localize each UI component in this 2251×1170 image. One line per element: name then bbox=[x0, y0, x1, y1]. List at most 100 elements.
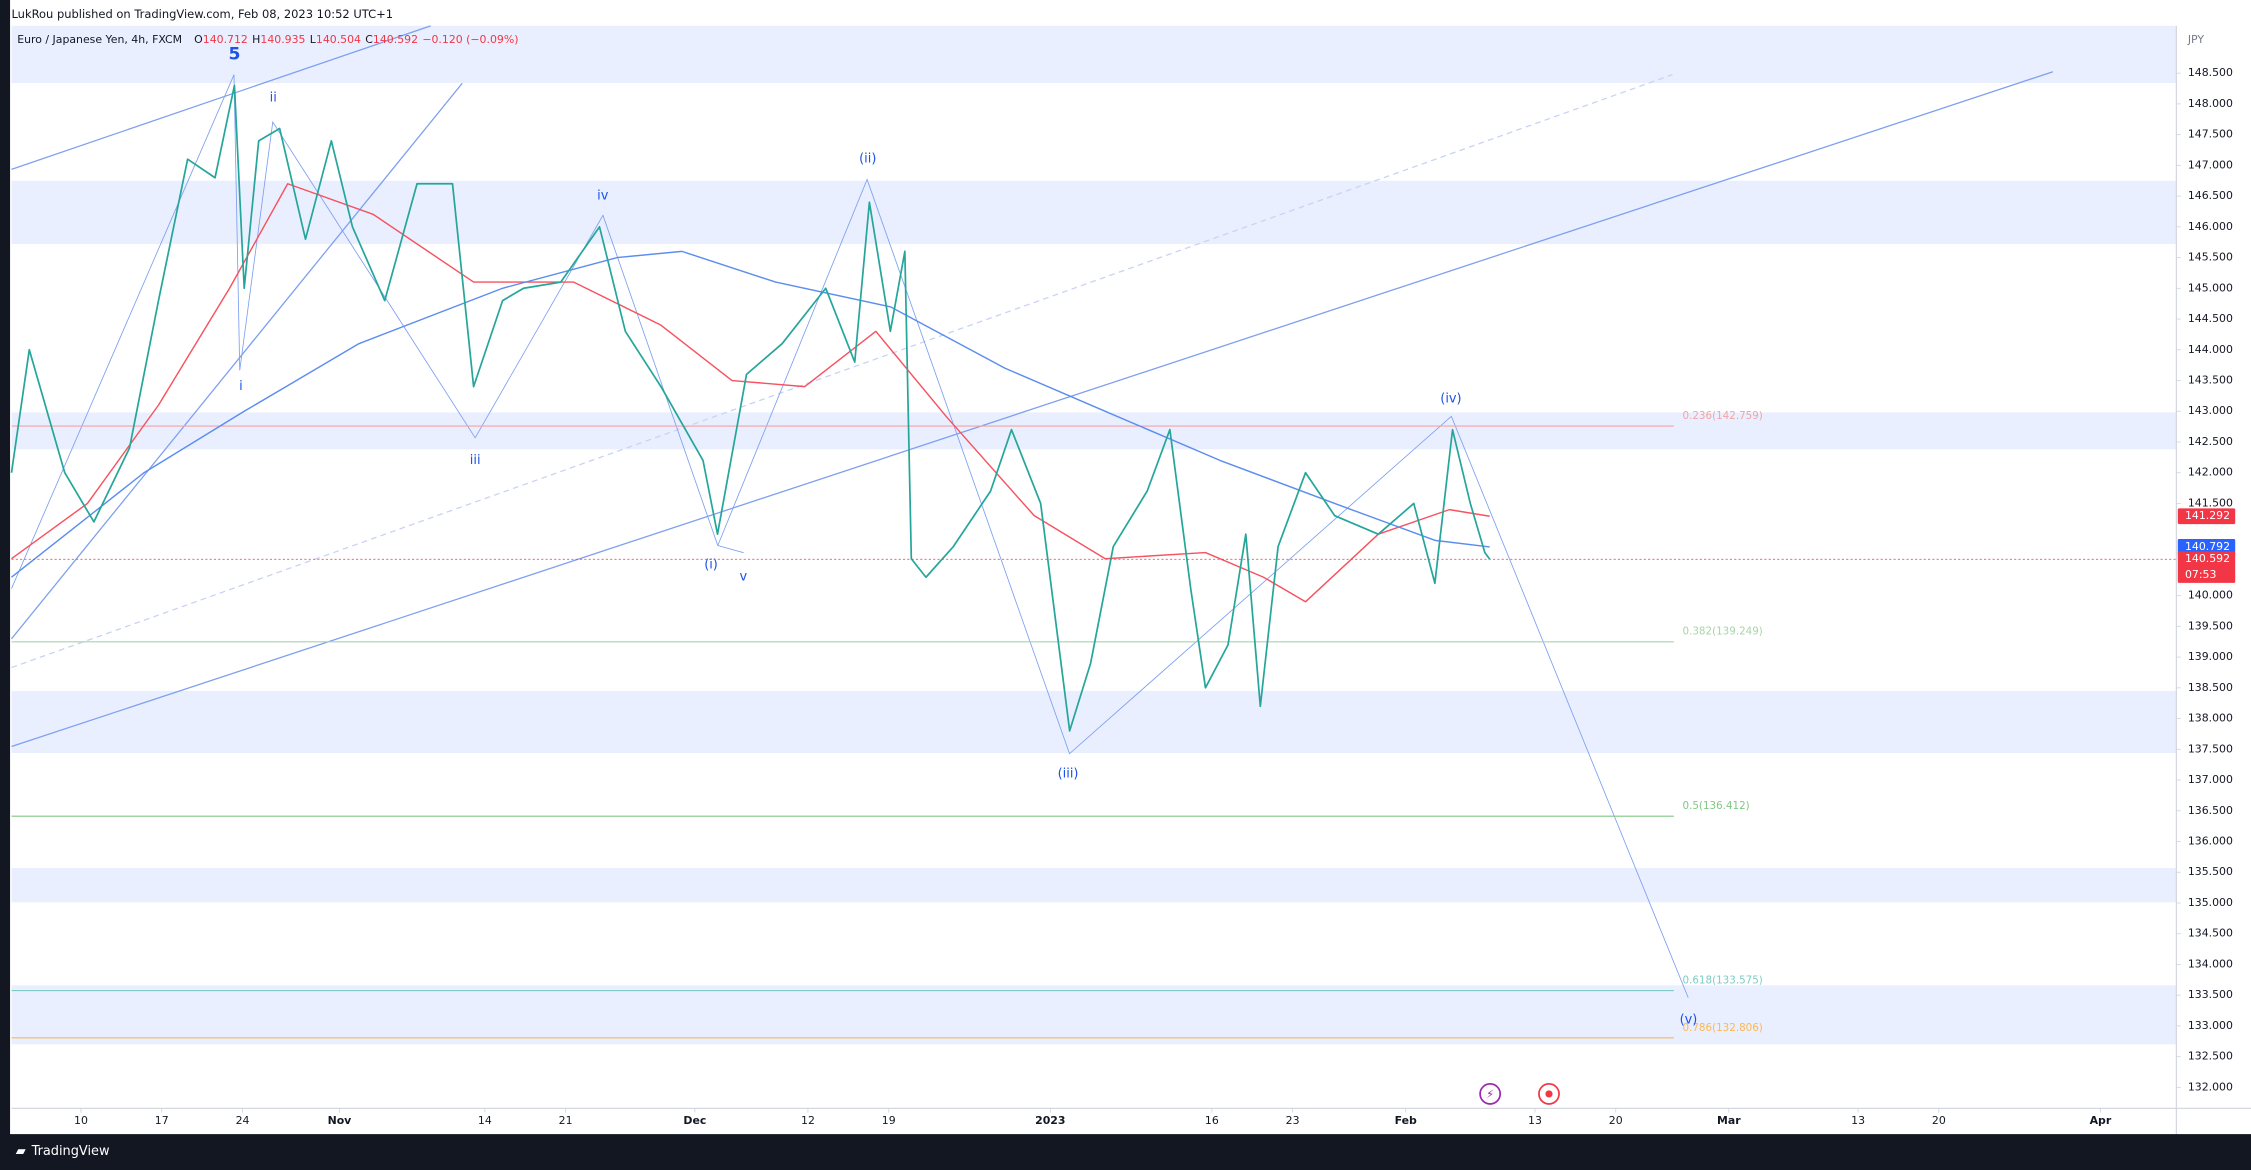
trend-line bbox=[11, 71, 2054, 748]
x-tick-label: 2023 bbox=[1035, 1114, 1065, 1127]
y-tick-label: 133.500 bbox=[2188, 988, 2233, 1001]
y-tick-label: 134.000 bbox=[2188, 957, 2233, 970]
event-icon-dot bbox=[1545, 1090, 1553, 1098]
wave-path bbox=[717, 178, 1689, 998]
y-tick-label: 146.000 bbox=[2188, 220, 2233, 233]
ohlc-value: 140.504 bbox=[316, 33, 361, 46]
wave-label: (v) bbox=[1680, 1012, 1698, 1027]
zone bbox=[11, 690, 2177, 753]
footer bbox=[0, 1134, 2251, 1170]
y-tick-label: 142.000 bbox=[2188, 466, 2233, 479]
price-line bbox=[10, 84, 1491, 732]
y-tick-label: 139.000 bbox=[2188, 650, 2233, 663]
y-tick-label: 141.500 bbox=[2188, 496, 2233, 509]
ohlc-value: 140.592 bbox=[373, 33, 418, 46]
event-icon[interactable] bbox=[1479, 1083, 1502, 1105]
ohlc-key: C bbox=[365, 33, 373, 46]
y-tick-label: 140.000 bbox=[2188, 589, 2233, 602]
x-tick-label: 13 bbox=[1528, 1114, 1542, 1127]
y-tick-label: 132.500 bbox=[2188, 1050, 2233, 1063]
y-tick-label: 144.000 bbox=[2188, 343, 2233, 356]
fib-label: 0.382(139.249) bbox=[1683, 626, 1763, 638]
y-tick-label: 138.000 bbox=[2188, 712, 2233, 725]
zone bbox=[11, 412, 2177, 450]
trend-line bbox=[11, 74, 1673, 669]
y-tick-label: 134.500 bbox=[2188, 927, 2233, 940]
price-label: 141.292 bbox=[2185, 509, 2230, 522]
y-tick-label: 135.500 bbox=[2188, 865, 2233, 878]
y-tick-label: 146.500 bbox=[2188, 189, 2233, 202]
x-tick-label: 17 bbox=[155, 1114, 169, 1127]
wave-label: 5 bbox=[228, 45, 240, 65]
x-tick-label: 21 bbox=[559, 1114, 573, 1127]
fib-label: 0.618(133.575) bbox=[1683, 975, 1763, 987]
zone bbox=[11, 25, 2177, 84]
countdown: 07:53 bbox=[2185, 568, 2216, 581]
y-tick-label: 138.500 bbox=[2188, 681, 2233, 694]
x-tick-label: 10 bbox=[74, 1114, 88, 1127]
x-tick-label: Mar bbox=[1717, 1114, 1741, 1127]
wave-path bbox=[11, 74, 744, 589]
y-tick-label: 148.000 bbox=[2188, 97, 2233, 110]
price-axis: 132.000 132.500 133.000 133.500 134.000 134.5… bbox=[2176, 66, 2236, 1093]
x-tick-label: 13 bbox=[1851, 1114, 1865, 1127]
y-tick-label: 136.000 bbox=[2188, 835, 2233, 848]
wave-label: iii bbox=[470, 453, 481, 468]
x-tick-label: 24 bbox=[236, 1114, 250, 1127]
ohlc-key: H bbox=[252, 33, 260, 46]
y-tick-label: 142.500 bbox=[2188, 435, 2233, 448]
trend-line bbox=[11, 25, 431, 171]
price-label: 140.592 bbox=[2185, 552, 2230, 565]
publisher: LukRou published on TradingView.com, Feb… bbox=[11, 7, 393, 21]
time-axis: 10 17 24 Nov 14 21 Dec 12 19 2023 16 23 Feb 13 20 Mar 13… bbox=[74, 1108, 2112, 1127]
y-tick-label: 137.500 bbox=[2188, 742, 2233, 755]
wave-label: (ii) bbox=[859, 152, 876, 167]
price-label: 140.792 bbox=[2185, 540, 2230, 553]
x-tick-label: Nov bbox=[328, 1114, 352, 1127]
event-icon[interactable] bbox=[1538, 1083, 1560, 1105]
wave-label: i bbox=[239, 379, 243, 394]
price-label-box bbox=[2177, 539, 2236, 555]
x-tick-label: Apr bbox=[2090, 1114, 2112, 1127]
ohlc-value: 140.935 bbox=[260, 33, 305, 46]
plot: 0.236(142.759) 0.382(139.249) 0.5(136.412)… bbox=[10, 45, 2177, 1039]
y-tick-label: 135.000 bbox=[2188, 896, 2233, 909]
zone bbox=[11, 180, 2177, 245]
x-tick-label: Dec bbox=[683, 1114, 706, 1127]
y-tick-label: 143.500 bbox=[2188, 374, 2233, 387]
wave-label: (iv) bbox=[1440, 391, 1461, 406]
y-tick-label: 147.000 bbox=[2188, 158, 2233, 171]
x-tick-label: 16 bbox=[1205, 1114, 1219, 1127]
wave-label: iv bbox=[597, 189, 609, 204]
zone bbox=[11, 985, 2177, 1045]
x-tick-label: 12 bbox=[801, 1114, 815, 1127]
y-tick-label: 137.000 bbox=[2188, 773, 2233, 786]
x-tick-label: 20 bbox=[1932, 1114, 1946, 1127]
x-tick-label: 14 bbox=[478, 1114, 492, 1127]
y-tick-label: 133.000 bbox=[2188, 1019, 2233, 1032]
wave-label: (i) bbox=[704, 557, 718, 572]
y-tick-label: 144.500 bbox=[2188, 312, 2233, 325]
x-tick-label: Feb bbox=[1395, 1114, 1417, 1127]
zones bbox=[11, 25, 2177, 1045]
trend-line bbox=[10, 82, 463, 640]
wave-label: v bbox=[740, 570, 748, 585]
ohlc-key: L bbox=[310, 33, 317, 46]
moving-average bbox=[11, 183, 1490, 603]
brand: TradingView bbox=[31, 1144, 110, 1159]
y-tick-label: 143.000 bbox=[2188, 404, 2233, 417]
legend: Euro / Japanese Yen, 4h, FXCM O140.712 H1… bbox=[17, 33, 518, 46]
y-tick-label: 139.500 bbox=[2188, 619, 2233, 632]
fib-label: 0.786(132.806) bbox=[1683, 1022, 1763, 1034]
wave-label: ii bbox=[270, 90, 277, 105]
fib-label: 0.236(142.759) bbox=[1683, 410, 1763, 422]
moving-average bbox=[11, 250, 1490, 578]
zone bbox=[11, 867, 2177, 903]
event-icon-glyph: ⚡ bbox=[1486, 1087, 1494, 1101]
y-tick-label: 145.500 bbox=[2188, 251, 2233, 264]
symbol: Euro / Japanese Yen, 4h, FXCM bbox=[17, 33, 182, 46]
y-tick-label: 145.000 bbox=[2188, 281, 2233, 294]
y-tick-label: 148.500 bbox=[2188, 66, 2233, 79]
